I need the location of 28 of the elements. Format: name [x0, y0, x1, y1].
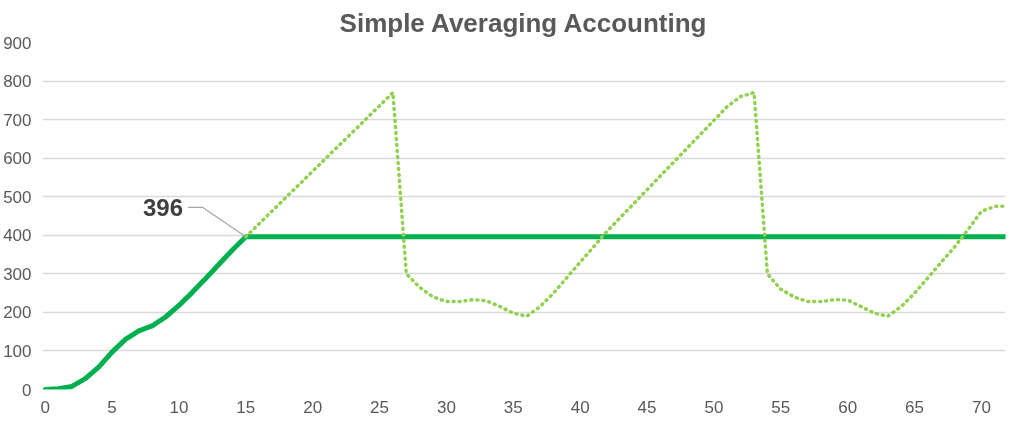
y-tick-label: 900 [3, 33, 32, 53]
y-tick-label: 300 [3, 264, 32, 284]
x-tick-label: 65 [905, 397, 925, 417]
x-tick-label: 35 [503, 397, 523, 417]
x-tick-label: 0 [40, 397, 50, 417]
annotation: 396 [142, 193, 184, 221]
x-tick-label: 10 [169, 397, 189, 417]
x-tick-label: 60 [838, 397, 858, 417]
y-tick-label: 0 [22, 380, 32, 400]
y-tick-label: 400 [3, 226, 32, 246]
y-tick-label: 700 [3, 110, 32, 130]
x-tick-label: 55 [771, 397, 791, 417]
y-tick-label: 100 [3, 341, 32, 361]
x-tick-label: 5 [107, 397, 117, 417]
y-tick-label: 600 [3, 149, 32, 169]
y-tick-label: 200 [3, 303, 32, 323]
chart-title: Simple Averaging Accounting [339, 7, 707, 38]
x-tick-label: 50 [704, 397, 724, 417]
x-tick-label: 40 [570, 397, 590, 417]
x-tick-label: 20 [303, 397, 323, 417]
y-tick-label: 800 [3, 72, 32, 92]
x-tick-label: 15 [236, 397, 256, 417]
x-tick-label: 30 [436, 397, 456, 417]
line-series [244, 90, 1006, 318]
x-tick-label: 70 [971, 397, 991, 417]
y-tick-label: 500 [3, 187, 32, 207]
x-tick-label: 45 [637, 397, 657, 417]
x-tick-label: 25 [370, 397, 390, 417]
